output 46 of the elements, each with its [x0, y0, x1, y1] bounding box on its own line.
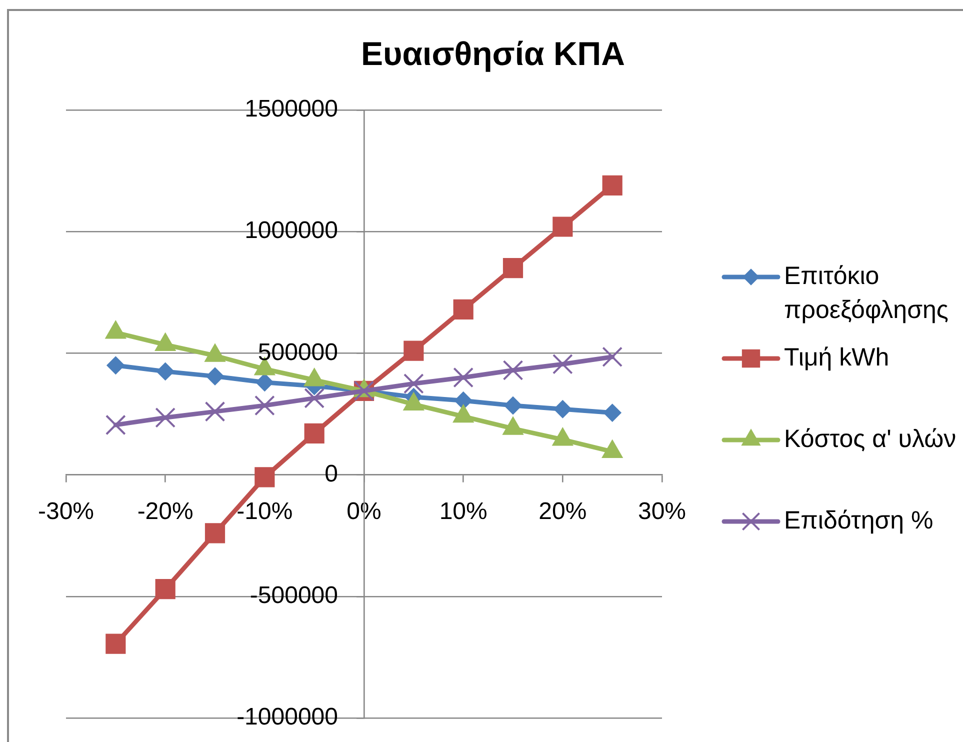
point — [502, 258, 524, 278]
point — [106, 634, 126, 654]
y-tick-label: 1500000 — [244, 96, 338, 123]
legend-label: Επιδότηση % — [784, 506, 934, 534]
point — [155, 407, 176, 428]
point — [504, 396, 522, 414]
point — [403, 373, 424, 394]
point — [552, 354, 573, 374]
point — [105, 414, 126, 436]
point — [454, 392, 472, 410]
point — [254, 395, 275, 416]
x-tick-label: 30% — [638, 498, 686, 525]
x-tick-label: -10% — [236, 498, 293, 525]
point — [554, 400, 572, 418]
point — [602, 346, 623, 368]
y-tick-label: 500000 — [258, 338, 338, 366]
point — [404, 340, 424, 361]
point — [304, 423, 324, 444]
point — [204, 401, 226, 422]
x-tick-label: 20% — [538, 498, 587, 525]
point — [106, 356, 125, 374]
x-tick-label: 0% — [346, 498, 382, 525]
point — [204, 523, 226, 544]
point — [155, 579, 176, 600]
point — [602, 175, 622, 196]
x-tick-label: -30% — [38, 498, 94, 525]
point — [304, 388, 325, 408]
point — [453, 299, 474, 320]
y-tick-label: 1000000 — [244, 217, 338, 244]
y-tick-label: 0 — [324, 460, 338, 488]
legend-label: Τιμή kWh — [784, 343, 890, 372]
point — [552, 216, 573, 237]
chart-title: Ευαισθησία ΚΠΑ — [361, 35, 625, 72]
point — [603, 404, 622, 422]
point — [254, 467, 275, 488]
point — [206, 367, 224, 386]
y-tick-label: -500000 — [250, 582, 338, 610]
y-tick-label: -1000000 — [236, 704, 338, 731]
point — [256, 373, 274, 392]
legend-label: Επιτόκιο προεξόφλησης — [784, 262, 948, 324]
point — [502, 360, 524, 380]
point — [453, 367, 474, 388]
point — [156, 362, 174, 380]
legend-label: Κόστος α' υλών — [784, 424, 956, 453]
x-tick-label: -20% — [137, 498, 194, 525]
x-tick-label: 10% — [439, 498, 488, 525]
